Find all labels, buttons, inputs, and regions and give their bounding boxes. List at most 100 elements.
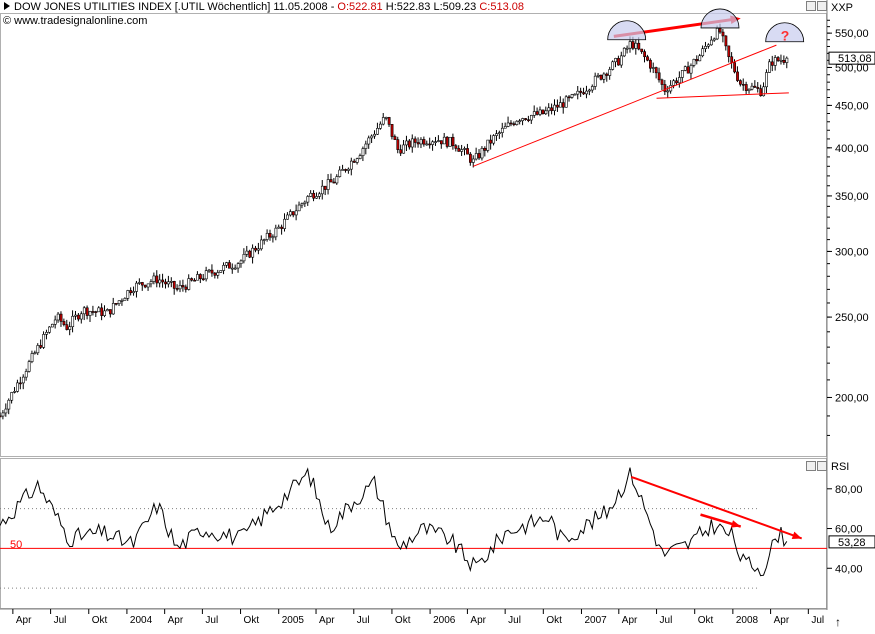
candle-body [355,158,359,163]
rsi-close-button[interactable] [817,461,827,471]
x-tick-label: Apr [319,615,335,626]
rsi-grid [0,508,827,589]
candle-body [483,148,487,151]
candle-body [7,399,11,410]
candle-body [155,275,159,284]
candle-body [686,66,690,74]
candle-body [643,51,647,58]
x-tick-label: Apr [622,615,638,626]
price-candles [0,23,789,420]
header-arrow-icon[interactable] [4,2,10,10]
rsi-pane-frame [0,458,827,609]
candle-body [518,120,522,123]
candle-body [622,47,626,57]
candle-body [167,281,170,285]
candle-body [13,391,17,393]
candle-body [74,314,77,317]
last-rsi-box [828,535,875,549]
candle-body [765,72,768,88]
candle-body [422,139,426,145]
candle-body [413,138,417,143]
up-arrow-icon[interactable]: ↑ [835,615,841,629]
candle-body [631,41,635,49]
x-tick-label: Okt [244,615,260,626]
candle-body [640,48,644,52]
candle-body [506,122,510,127]
candle-body [379,123,382,129]
candle-body [77,314,80,320]
candle-body [24,371,28,378]
candle-body [666,90,670,93]
candle-body [16,382,19,392]
candle-body [500,127,504,133]
candle-body [596,74,600,77]
candle-body [315,196,318,199]
candle-body [50,323,54,328]
x-tick-label: Okt [698,615,714,626]
candle-body [608,69,612,76]
candle-body [779,59,783,62]
candle-body [756,87,760,89]
candle-body [556,104,559,108]
candle-body [42,334,46,348]
candle-body [419,139,423,145]
candle-body [381,117,385,125]
candle-body [573,93,577,96]
candle-body [370,135,374,139]
candle-body [428,143,432,146]
candle-body [724,35,728,47]
candle-body [53,319,57,325]
candle-body [396,139,400,150]
candle-body [466,148,469,155]
candle-body [68,326,72,330]
candle-body [88,311,92,316]
candle-body [399,149,403,154]
candle-body [126,290,130,299]
candle-body [361,148,365,156]
candle-body [753,85,757,88]
rsi-maximize-button[interactable] [806,461,816,471]
x-tick-label: Apr [168,615,184,626]
candle-body [219,270,223,273]
candle-body [216,272,220,276]
candle-body [242,253,246,262]
top-arc [700,8,740,29]
last-price-box [828,51,875,65]
candle-body [701,48,705,57]
candle-body [158,279,162,284]
candle-body [4,408,8,414]
candle-body [712,38,716,41]
pane-maximize-button[interactable] [806,1,816,11]
candle-body [300,203,304,206]
x-tick-label: 2005 [282,615,305,626]
candle-body [660,79,664,85]
candle-body [161,279,165,283]
candle-body [222,264,226,271]
candle-body [567,96,571,99]
candle-body [762,86,766,97]
neckline [656,92,789,99]
candle-body [393,136,397,140]
rsi-ytick-label: 80,00 [835,484,863,496]
pane-close-button[interactable] [817,1,827,11]
price-ytick-label: 550,00 [835,28,869,40]
candle-body [750,85,754,90]
candle-body [439,140,443,145]
candle-body [495,133,498,136]
candle-body [611,61,615,70]
candle-body [283,218,287,229]
price-ytick-label: 450,00 [835,100,869,112]
x-tick-label: 2004 [130,615,153,626]
candle-body [347,168,350,171]
x-tick-label: Apr [470,615,486,626]
candle-body [175,288,179,290]
candle-body [207,269,211,272]
candle-body [733,62,737,73]
candle-body [291,211,295,216]
candle-body [599,74,603,80]
rsi-arrow-short-head [730,520,741,528]
candle-body [312,192,316,199]
price-ytick-label: 350,00 [835,191,869,203]
candle-body [480,148,484,159]
